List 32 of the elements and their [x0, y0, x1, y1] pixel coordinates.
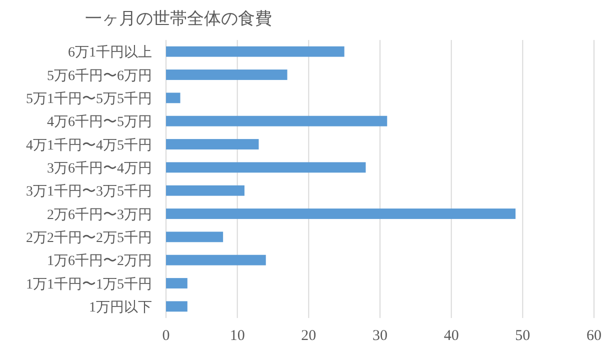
y-tick-label: 5万6千円〜6万円 — [47, 68, 152, 84]
bar — [166, 185, 244, 196]
bar — [166, 278, 188, 288]
bar — [166, 232, 224, 242]
y-tick-label: 1万円以下 — [89, 299, 152, 316]
x-tick-label: 60 — [586, 328, 602, 344]
bar — [166, 46, 344, 57]
x-tick-label: 0 — [162, 328, 170, 344]
bar — [166, 254, 266, 266]
y-tick-label: 3万1千円〜3万5千円 — [26, 184, 152, 200]
x-tick-label: 40 — [444, 328, 459, 344]
bar — [166, 116, 388, 126]
bar — [166, 208, 516, 219]
y-tick-label: 1万6千円〜2万円 — [47, 253, 152, 270]
bar — [166, 70, 288, 80]
y-tick-label: 4万6千円〜5万円 — [47, 114, 152, 130]
x-tick-label: 10 — [230, 328, 245, 344]
bar — [166, 92, 180, 104]
x-tick-label: 30 — [372, 328, 388, 344]
x-tick-label: 50 — [515, 328, 530, 344]
x-tick-label: 20 — [301, 328, 316, 344]
y-tick-label: 5万1千円〜5万5千円 — [26, 90, 152, 107]
bar — [166, 139, 259, 150]
y-tick-label: 1万1千円〜1万5千円 — [26, 276, 152, 292]
y-tick-label: 3万6千円〜4万円 — [47, 160, 152, 176]
bar — [166, 301, 188, 312]
y-tick-label: 6万1千円以上 — [68, 44, 152, 61]
chart-title: 一ヶ月の世帯全体の食費 — [85, 9, 272, 28]
y-tick-label: 2万2千円〜2万5千円 — [26, 230, 152, 246]
y-tick-label: 4万1千円〜4万5千円 — [26, 137, 152, 154]
bar — [166, 162, 366, 173]
y-tick-label: 2万6千円〜3万円 — [47, 206, 152, 223]
